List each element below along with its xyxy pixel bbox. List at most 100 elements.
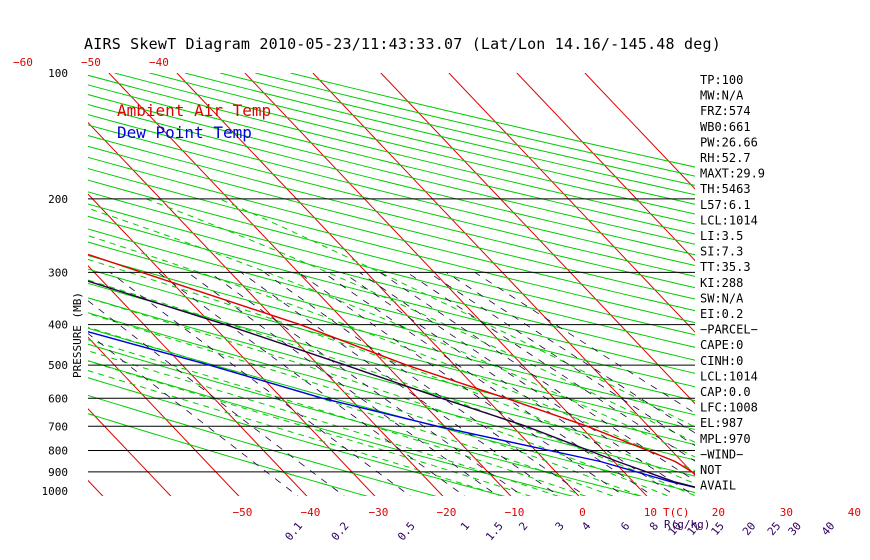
dry-adiabat-line xyxy=(88,104,695,256)
index-entry: EI:0.2 xyxy=(700,307,743,321)
index-entry: FRZ:574 xyxy=(700,104,751,118)
index-entry: MW:N/A xyxy=(700,89,744,103)
mixing-ratio-tick-label: 15 xyxy=(708,520,726,539)
isobars xyxy=(88,198,695,473)
moist-adiabat-line xyxy=(88,360,532,496)
bottom-temp-tick-label: 40 xyxy=(848,506,861,519)
isotherm-line xyxy=(88,408,172,496)
dry-adiabat-line xyxy=(88,203,695,361)
mixing-ratio-tick-label: 0.5 xyxy=(395,520,418,544)
y-axis-title: PRESSURE (MB) xyxy=(71,292,84,378)
dry-adiabat-line xyxy=(88,360,574,496)
isotherm-line xyxy=(88,479,104,496)
dry-adiabat-line xyxy=(88,191,695,348)
mixing-ratio-tick-label: 30 xyxy=(786,520,804,539)
mixing-ratio-line xyxy=(474,272,695,414)
index-entry: NOT xyxy=(700,463,722,477)
isotherm-line xyxy=(88,265,308,496)
moist-adiabat-line xyxy=(88,370,504,496)
moist-adiabat-line xyxy=(88,207,695,458)
isotherm-line xyxy=(88,121,444,496)
mixing-ratio-tick-label: 3 xyxy=(553,520,567,533)
dry-adiabat-line xyxy=(88,114,695,267)
index-entry: CINH:0 xyxy=(700,354,743,368)
isotherm-line xyxy=(176,73,580,496)
dry-adiabat-line xyxy=(88,215,695,374)
dry-adiabat-line xyxy=(88,124,695,277)
moist-adiabat-line xyxy=(88,258,695,485)
mixing-ratio-line xyxy=(322,272,654,496)
index-entry: KI:288 xyxy=(700,276,743,290)
pressure-tick-label: 600 xyxy=(48,392,68,405)
mixing-ratio-tick-label: 4 xyxy=(579,519,593,533)
index-entry: LCL:1014 xyxy=(700,213,758,227)
index-entry: TT:35.3 xyxy=(700,260,751,274)
isotherm-line xyxy=(448,73,695,333)
mixing-ratio-line xyxy=(88,300,345,496)
moist-adiabat-line xyxy=(145,198,695,443)
mixing-ratio-tick-label: 1 xyxy=(458,520,472,533)
bottom-temp-tick-label: 30 xyxy=(780,506,793,519)
dry-adiabat-line xyxy=(88,312,695,477)
chart-title: AIRS SkewT Diagram 2010-05-23/11:43:33.0… xyxy=(84,35,721,53)
moist-adiabat-line xyxy=(88,297,670,496)
legend-ambient-air-temp: Ambient Air Temp xyxy=(117,101,271,120)
index-entry: TP:100 xyxy=(700,73,743,87)
moist-adiabat-line xyxy=(219,198,695,428)
bottom-temp-tick-label: −50 xyxy=(232,506,252,519)
pressure-tick-label: 800 xyxy=(48,444,68,457)
isotherm-line xyxy=(0,73,38,500)
mixing-ratio-tick-label: 1.5 xyxy=(483,520,506,544)
mixing-ratio-line xyxy=(264,272,587,496)
pressure-tick-label: 100 xyxy=(48,67,68,80)
dry-adiabat-line xyxy=(88,282,695,446)
pressure-tick-label: 900 xyxy=(48,466,68,479)
mixing-ratio-line xyxy=(379,272,695,482)
pressure-tick-label: 300 xyxy=(48,266,68,279)
mixing-ratio-tick-label: 0.2 xyxy=(329,520,352,544)
mixing-ratio-tick-label: 2 xyxy=(516,520,530,533)
top-temp-tick-labels: −120−110−100−90−80−70−60−50−40 xyxy=(13,56,169,69)
dry-adiabat-line xyxy=(88,241,695,402)
index-entry: LFC:1008 xyxy=(700,401,758,415)
mixing-ratio-tick-labels: 0.1 0.2 0.5 1 1.5 2 3 4 6 8 10 12 15 20 25 30 40 xyxy=(282,519,837,543)
mixing-ratio-line xyxy=(209,272,524,496)
mixing-ratio-tick-label: 20 xyxy=(740,520,758,539)
index-entry: MPL:970 xyxy=(700,432,751,446)
index-entry: PW:26.66 xyxy=(700,135,758,149)
isotherm-line xyxy=(312,73,695,476)
bottom-temp-tick-label: −30 xyxy=(368,506,388,519)
index-entry: −PARCEL− xyxy=(700,323,758,337)
bottom-temp-tick-labels: −50 −40 −30 −20 −10 0 10 20 30 40 xyxy=(232,506,861,519)
bottom-temp-tick-label: −40 xyxy=(300,506,320,519)
pressure-tick-label: 700 xyxy=(48,420,68,433)
index-entry: EL:987 xyxy=(700,416,743,430)
mixing-ratio-tick-label: 40 xyxy=(819,520,837,539)
index-entry: CAPE:0 xyxy=(700,338,743,352)
index-entry: RH:52.7 xyxy=(700,151,751,165)
isotherm-line xyxy=(244,73,648,496)
isotherm-line xyxy=(380,73,695,405)
moist-adiabat-line xyxy=(88,326,615,496)
bottom-temp-tick-label: −10 xyxy=(504,506,524,519)
ambient-air-temp-line xyxy=(88,253,695,475)
mixing-ratio-line xyxy=(359,272,695,496)
temp-unit-label: T(C) xyxy=(663,506,690,519)
top-temp-tick-label: −50 xyxy=(81,56,101,69)
index-entry: CAP:0.0 xyxy=(700,385,751,399)
mixing-ratio-tick-label: 8 xyxy=(647,520,661,533)
background-grid xyxy=(0,73,695,500)
dry-adiabat-line xyxy=(88,413,368,496)
pressure-tick-label: 400 xyxy=(48,319,68,332)
top-temp-tick-label: −60 xyxy=(13,56,33,69)
bottom-temp-tick-label: 0 xyxy=(579,506,586,519)
moist-adiabat-line xyxy=(88,350,559,496)
dry-adiabat-line xyxy=(88,179,695,336)
mixing-ratio-unit-label: R(g/kg) xyxy=(664,518,710,531)
isotherm-line xyxy=(516,73,695,262)
mixing-ratio-tick-label: 6 xyxy=(618,520,632,533)
pressure-tick-label: 500 xyxy=(48,359,68,372)
index-entry: −WIND− xyxy=(700,447,743,461)
